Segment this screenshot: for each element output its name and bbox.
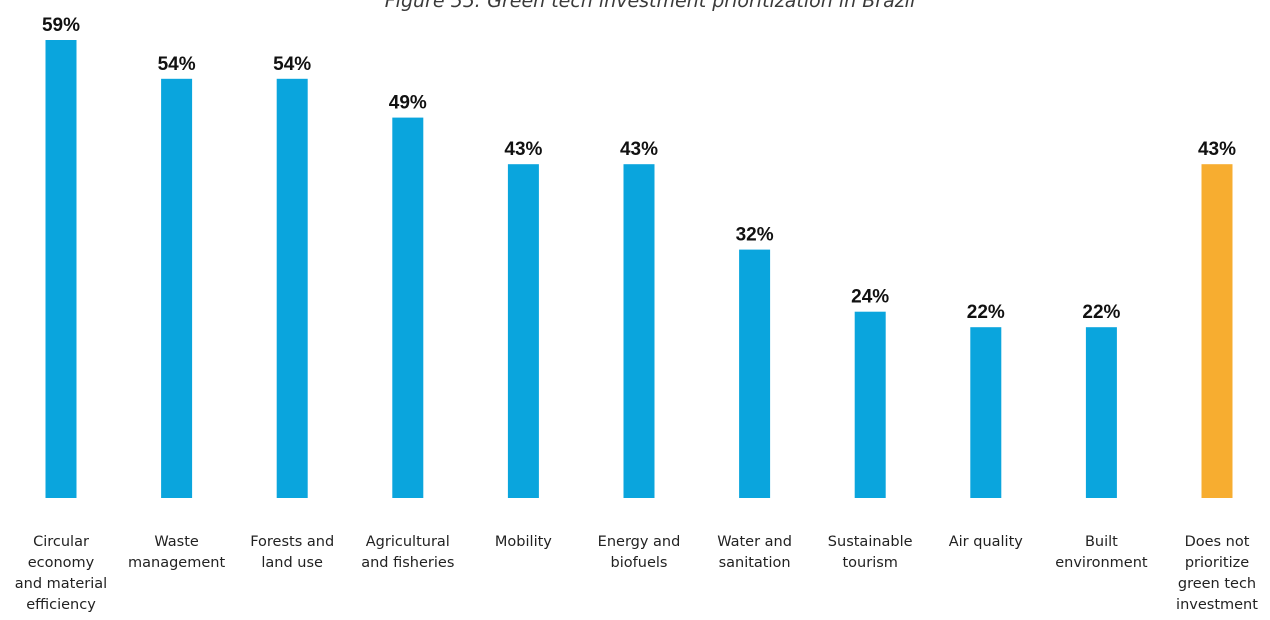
value-label-8: 24%: [851, 287, 889, 308]
category-label-11: Does not prioritize green tech investment: [1176, 534, 1258, 613]
value-label-6: 43%: [620, 139, 658, 160]
category-label-10: Built environment: [1055, 534, 1148, 571]
bar-1: [45, 40, 77, 498]
value-labels: 59% 54% 54% 49% 43% 43% 32% 24% 22% 22% 43%: [42, 15, 1236, 323]
category-label-8: Sustainable tourism: [828, 534, 913, 571]
category-label-6: Energy and biofuels: [598, 534, 681, 571]
category-label-3: Forests and land use: [250, 534, 334, 571]
category-label-1: Circular economy and material efficiency: [15, 534, 107, 613]
category-label-5: Mobility: [495, 534, 552, 550]
value-label-5: 43%: [504, 139, 542, 160]
category-labels: Circular economy and material efficiency Was…: [15, 534, 1258, 613]
value-label-1: 59%: [42, 15, 80, 36]
value-label-2: 54%: [158, 54, 196, 75]
bar-3: [276, 78, 308, 499]
bar-11: [1201, 164, 1233, 498]
value-label-4: 49%: [389, 93, 427, 114]
bar-9: [970, 327, 1002, 498]
value-label-3: 54%: [273, 54, 311, 75]
bar-6: [623, 164, 655, 498]
category-label-7: Water and sanitation: [717, 534, 792, 571]
bars: [45, 40, 1233, 499]
chart-title: Figure 55: Green tech investment priorit…: [385, 0, 916, 12]
bar-7: [739, 249, 771, 498]
category-label-4: Agricultural and fisheries: [361, 534, 454, 571]
bar-10: [1085, 327, 1117, 498]
value-label-10: 22%: [1082, 302, 1120, 323]
value-label-9: 22%: [967, 302, 1005, 323]
value-label-7: 32%: [736, 225, 774, 246]
bar-4: [392, 117, 424, 498]
bar-2: [161, 78, 193, 499]
value-label-11: 43%: [1198, 139, 1236, 160]
category-label-9: Air quality: [949, 534, 1024, 550]
bar-5: [507, 164, 539, 498]
bar-8: [854, 311, 886, 498]
category-label-2: Waste management: [128, 534, 225, 571]
